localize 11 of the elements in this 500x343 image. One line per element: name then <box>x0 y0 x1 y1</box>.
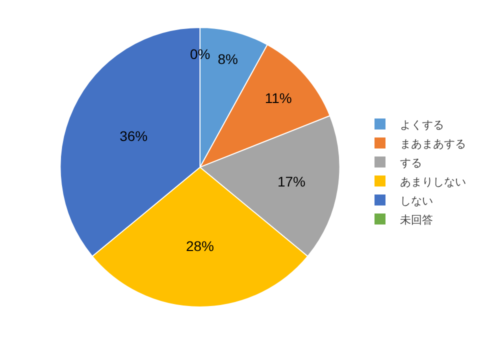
legend-label: まあまあする <box>400 137 466 150</box>
data-label: 36% <box>120 128 148 144</box>
legend-label: しない <box>400 194 433 208</box>
data-label: 28% <box>186 238 214 254</box>
data-label: 11% <box>264 90 292 106</box>
legend-label: する <box>400 156 422 170</box>
legend-label: 未回答 <box>400 213 433 226</box>
data-label: 8% <box>218 50 238 67</box>
data-label: 17% <box>277 174 306 190</box>
legend-label: あまりしない <box>400 175 466 188</box>
legend-label: よくする <box>400 118 444 132</box>
